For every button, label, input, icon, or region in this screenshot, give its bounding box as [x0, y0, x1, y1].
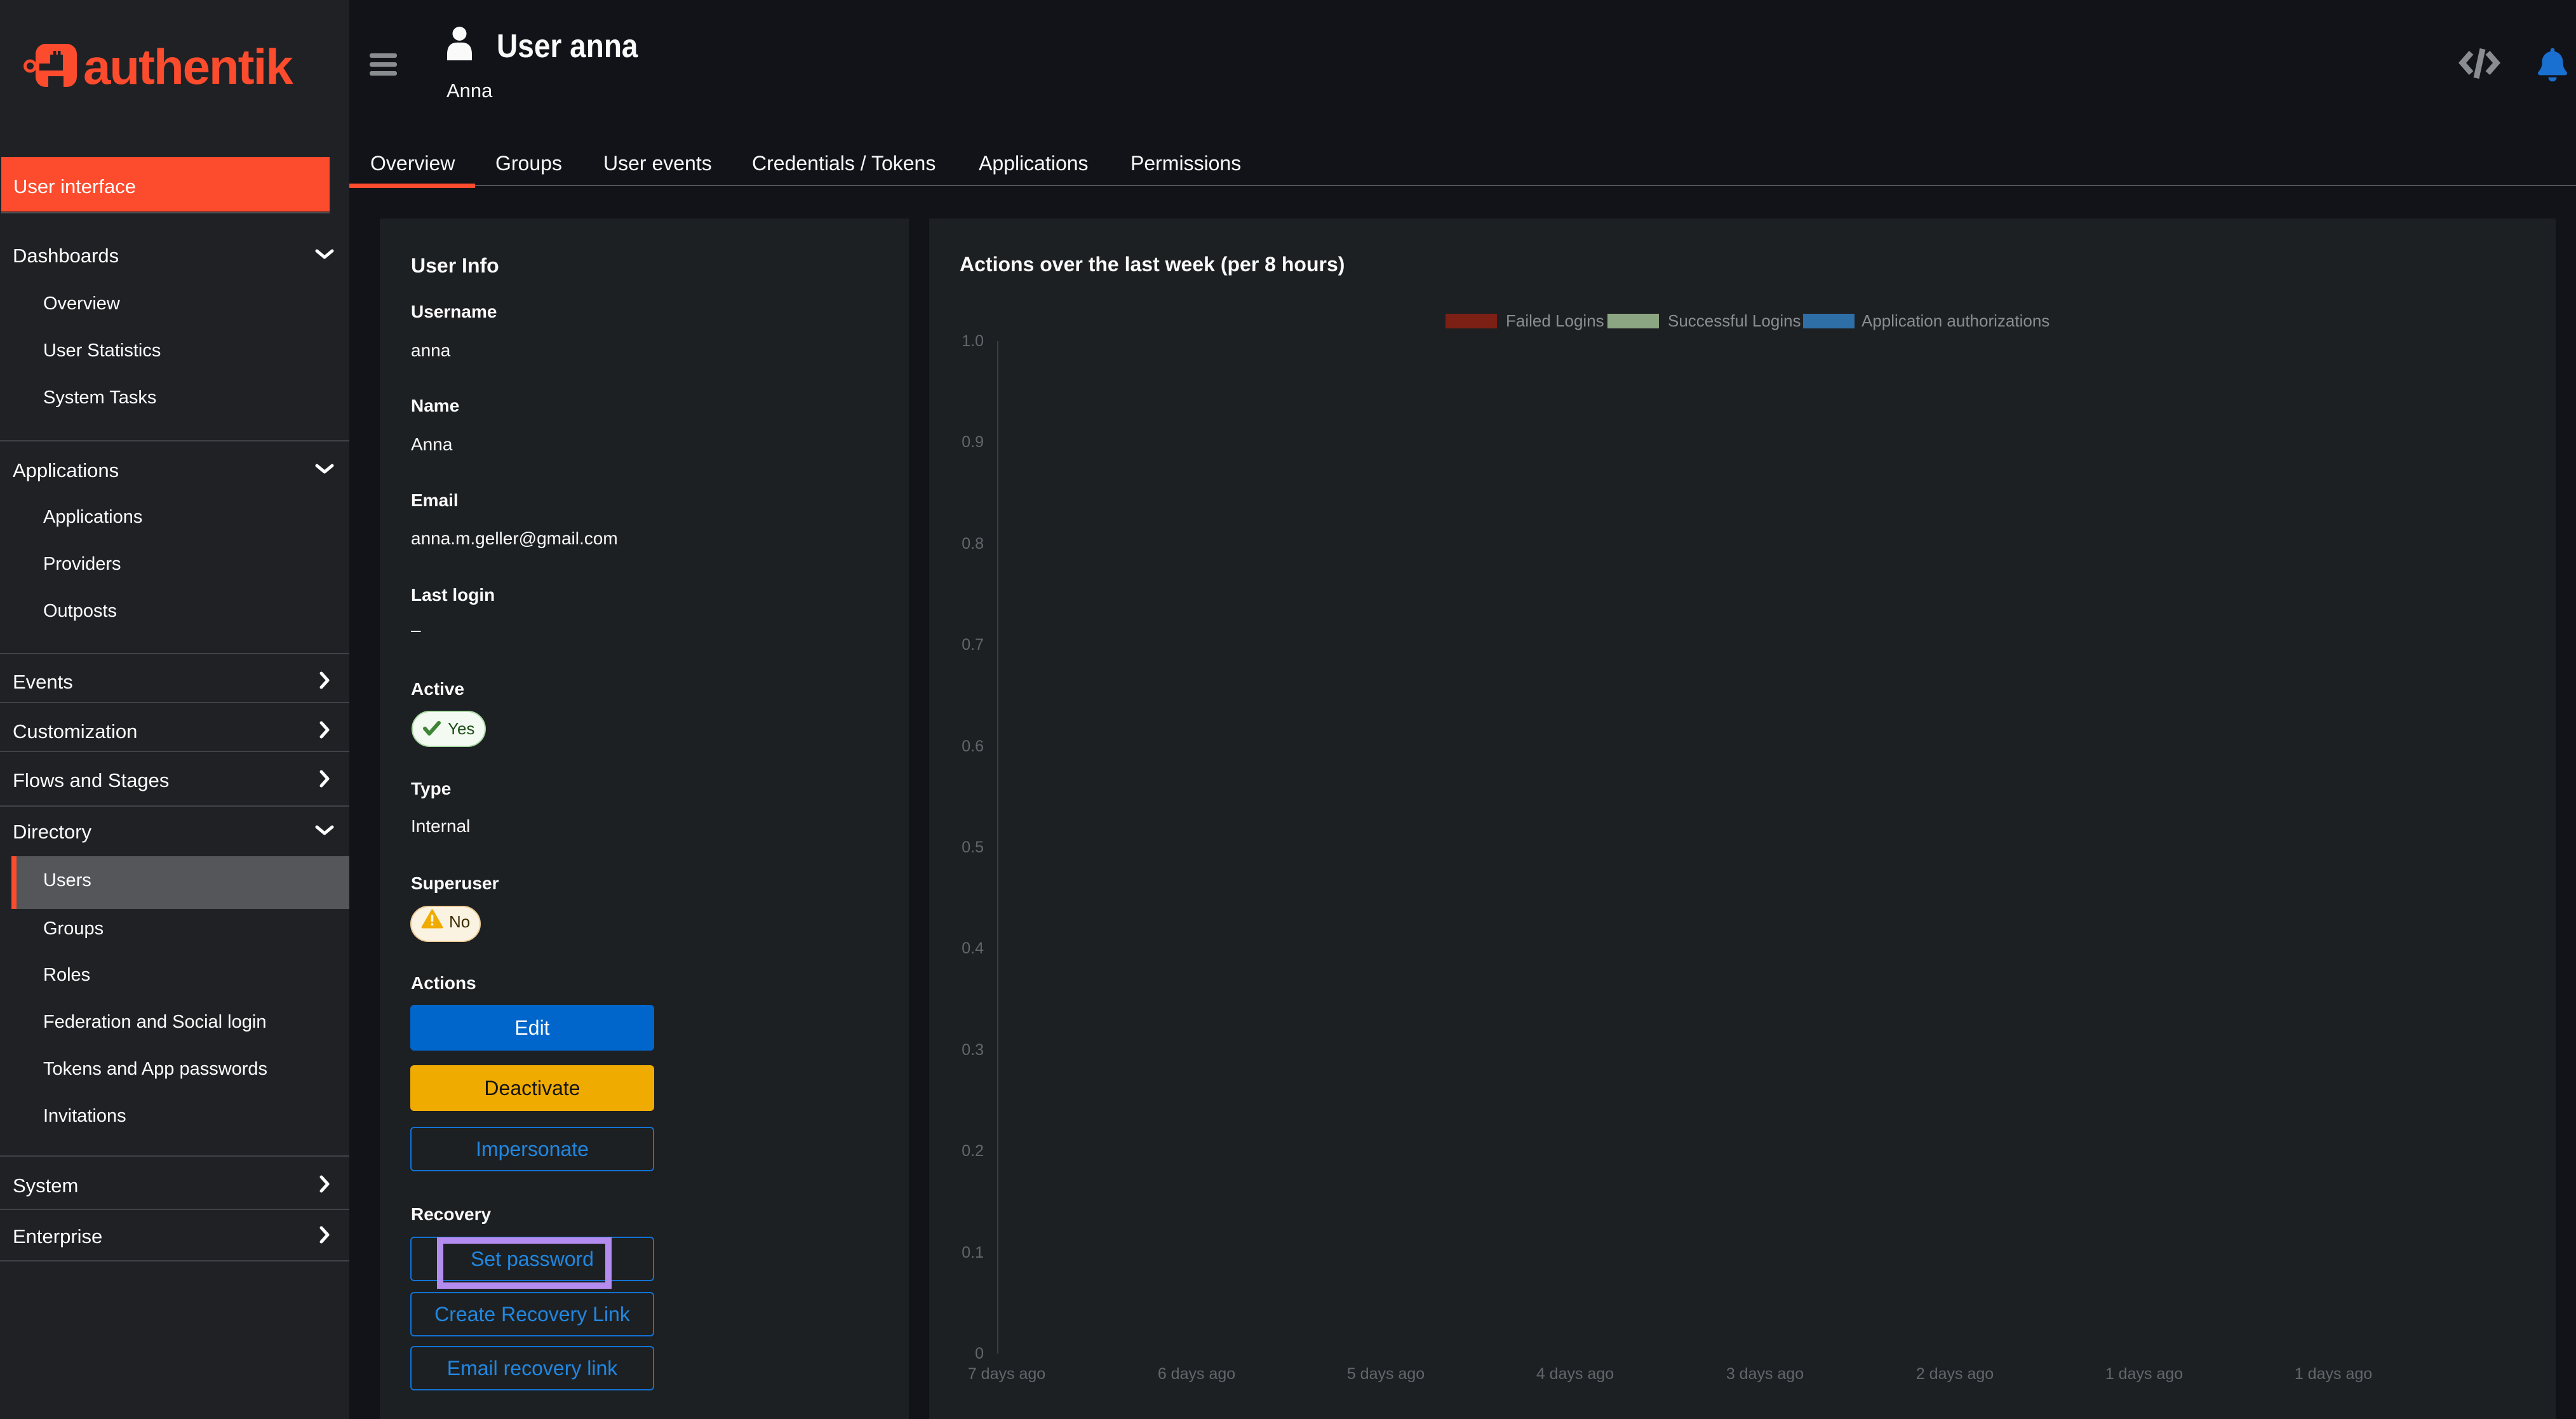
svg-text:authentik: authentik — [83, 39, 293, 95]
